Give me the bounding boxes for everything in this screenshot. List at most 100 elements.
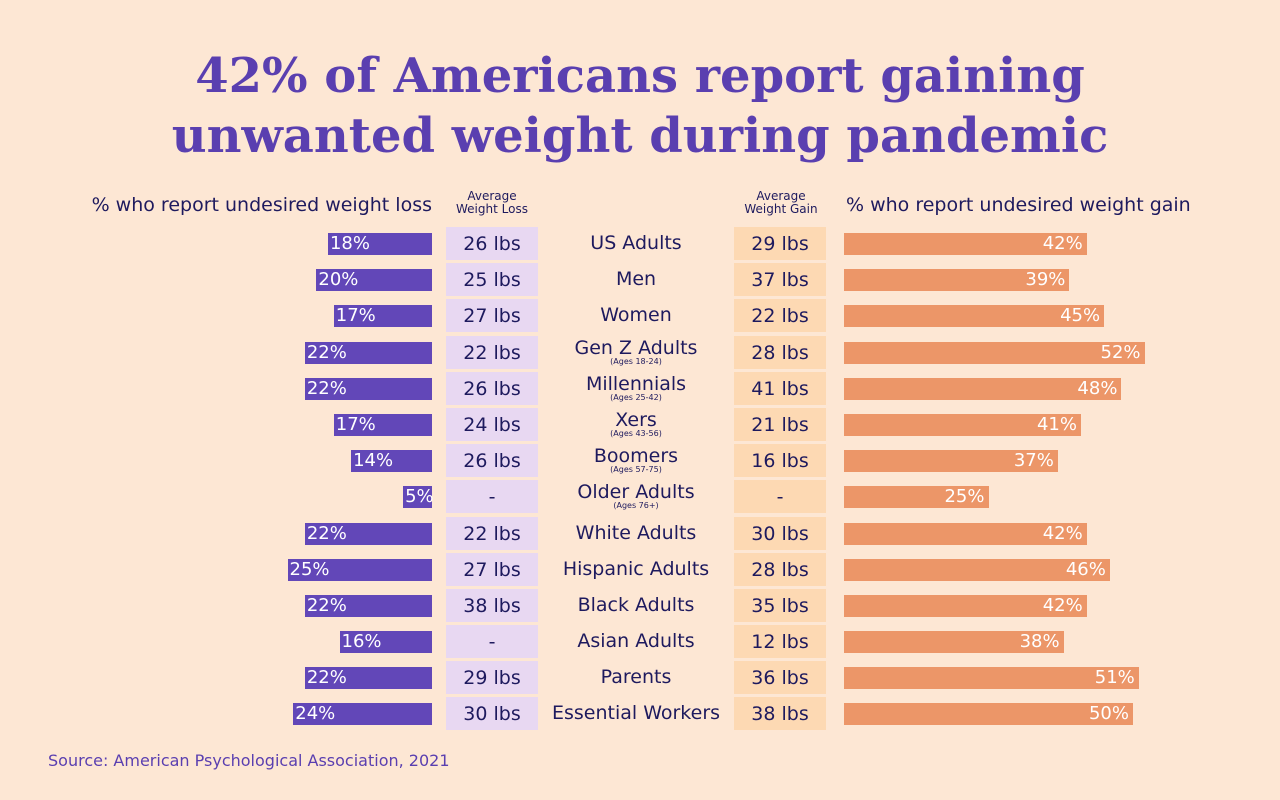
avg-gain-value: 28 lbs [734, 335, 826, 369]
category-age-range: (Ages 18-24) [610, 356, 662, 366]
loss-bar: 17% [333, 305, 432, 328]
loss-bar: 18% [327, 233, 432, 255]
source-note: Source: American Psychological Associati… [48, 751, 450, 770]
category-label: Black Adults [538, 588, 734, 622]
category-name: Asian Adults [577, 630, 695, 653]
loss-bar-label: 16% [341, 631, 382, 653]
avg-loss-value: 24 lbs [446, 407, 538, 441]
title-line-1: 42% of Americans report gaining [195, 48, 1085, 104]
category-age-range: (Ages 25-42) [610, 392, 662, 402]
avg-gain-header: Average Weight Gain [731, 190, 831, 216]
loss-bar-label: 22% [306, 522, 347, 544]
category-name: Millennials [585, 372, 687, 395]
loss-bar-label: 20% [318, 269, 359, 291]
chart-row: 25% 27 lbs Hispanic Adults 28 lbs 46% [0, 552, 1280, 588]
loss-bar: 22% [304, 341, 432, 364]
gain-bar: 25% [844, 486, 989, 509]
category-label: Gen Z Adults (Ages 18-24) [538, 335, 734, 366]
chart-row: 16% - Asian Adults 12 lbs 38% [0, 624, 1280, 660]
loss-bar: 14% [351, 450, 432, 473]
gain-bar-label: 46% [1065, 558, 1106, 580]
loss-bar: 24% [293, 703, 432, 726]
category-name: Essential Workers [551, 702, 721, 725]
avg-loss-value: 22 lbs [446, 335, 538, 369]
category-label: Essential Workers [538, 696, 734, 730]
category-label: White Adults [538, 516, 734, 550]
avg-gain-value: 21 lbs [734, 407, 826, 441]
chart-row: 5% - Older Adults (Ages 76+) -25% [0, 479, 1280, 515]
category-name: Hispanic Adults [562, 557, 710, 580]
loss-bar-label: 18% [329, 233, 370, 254]
chart-row: 24% 30 lbs Essential Workers 38 lbs 50% [0, 696, 1280, 732]
category-label: Older Adults (Ages 76+) [538, 479, 734, 510]
gain-bar: 42% [844, 594, 1087, 617]
category-label: Millennials (Ages 25-42) [538, 371, 734, 402]
category-label: Hispanic Adults [538, 552, 734, 586]
loss-bar: 5% [403, 486, 434, 509]
avg-gain-value: 12 lbs [734, 625, 826, 659]
gain-bar: 52% [844, 341, 1145, 364]
category-name: White Adults [575, 521, 697, 544]
category-label: US Adults [538, 226, 734, 260]
gain-bar-label: 45% [1060, 305, 1101, 327]
avg-gain-value: 35 lbs [734, 588, 826, 622]
gain-bar: 42% [844, 522, 1087, 545]
category-name: Gen Z Adults [574, 336, 698, 359]
gain-bar: 51% [844, 667, 1139, 690]
avg-loss-value: 25 lbs [446, 263, 538, 297]
loss-bar: 22% [304, 667, 432, 690]
loss-bar-label: 22% [306, 377, 347, 399]
gain-bar: 46% [844, 558, 1110, 581]
avg-gain-header-line-1: Average [756, 189, 806, 203]
chart-row: 18% 26 lbs US Adults 29 lbs 42% [0, 226, 1280, 262]
category-label: Boomers (Ages 57-75) [538, 443, 734, 474]
loss-bar-label: 5% [405, 486, 434, 508]
avg-gain-value: 41 lbs [734, 371, 826, 405]
avg-loss-header: Average Weight Loss [442, 190, 542, 216]
loss-bar: 20% [316, 269, 432, 292]
gain-bar-label: 38% [1019, 631, 1060, 653]
chart-row: 14% 26 lbs Boomers (Ages 57-75) 16 lbs 37% [0, 443, 1280, 479]
gain-bar-label: 42% [1042, 233, 1083, 254]
gain-bar-label: 39% [1025, 269, 1066, 291]
gain-bar: 37% [844, 450, 1058, 473]
avg-loss-value: 29 lbs [446, 661, 538, 695]
avg-gain-value: 16 lbs [734, 444, 826, 478]
category-age-range: (Ages 76+) [613, 501, 659, 511]
gain-bar: 41% [844, 413, 1081, 436]
gain-bar-label: 50% [1088, 703, 1129, 725]
chart-row: 17% 27 lbs Women 22 lbs 45% [0, 298, 1280, 334]
loss-bar-label: 25% [289, 558, 330, 580]
loss-bar: 22% [304, 522, 432, 545]
chart-row: 17% 24 lbs Xers (Ages 43-56) 21 lbs 41% [0, 407, 1280, 443]
loss-bar-label: 14% [353, 450, 394, 472]
avg-loss-value: 30 lbs [446, 697, 538, 731]
avg-gain-value: 29 lbs [734, 227, 826, 260]
chart-row: 22% 22 lbs White Adults 30 lbs 42% [0, 516, 1280, 552]
avg-gain-value: 36 lbs [734, 661, 826, 695]
chart-row: 22% 26 lbs Millennials (Ages 25-42) 41 lbs 48… [0, 371, 1280, 407]
avg-loss-header-line-2: Weight Loss [456, 202, 528, 216]
category-name: Men [615, 268, 657, 291]
loss-bar: 16% [339, 631, 432, 654]
category-name: Xers [615, 408, 657, 431]
avg-loss-value: 26 lbs [446, 444, 538, 478]
avg-gain-header-line-2: Weight Gain [744, 202, 818, 216]
gain-bar-label: 37% [1013, 450, 1054, 472]
gain-bar-label: 41% [1036, 413, 1077, 435]
category-label: Men [538, 262, 734, 296]
avg-loss-value: - [446, 480, 538, 514]
category-age-range: (Ages 43-56) [610, 428, 662, 438]
avg-loss-value: 27 lbs [446, 299, 538, 333]
category-name: Women [600, 304, 672, 327]
avg-gain-value: 37 lbs [734, 263, 826, 297]
avg-gain-value: - [734, 480, 826, 514]
chart-row: 20% 25 lbs Men 37 lbs 39% [0, 262, 1280, 298]
category-label: Parents [538, 660, 734, 694]
avg-gain-value: 28 lbs [734, 552, 826, 586]
category-name: Boomers [593, 445, 679, 468]
avg-loss-value: - [446, 625, 538, 659]
loss-bar-label: 22% [306, 341, 347, 363]
chart-rows: 18% 26 lbs US Adults 29 lbs 42% 20% 25 lbs Men 3… [0, 226, 1280, 733]
category-name: Black Adults [577, 593, 695, 616]
